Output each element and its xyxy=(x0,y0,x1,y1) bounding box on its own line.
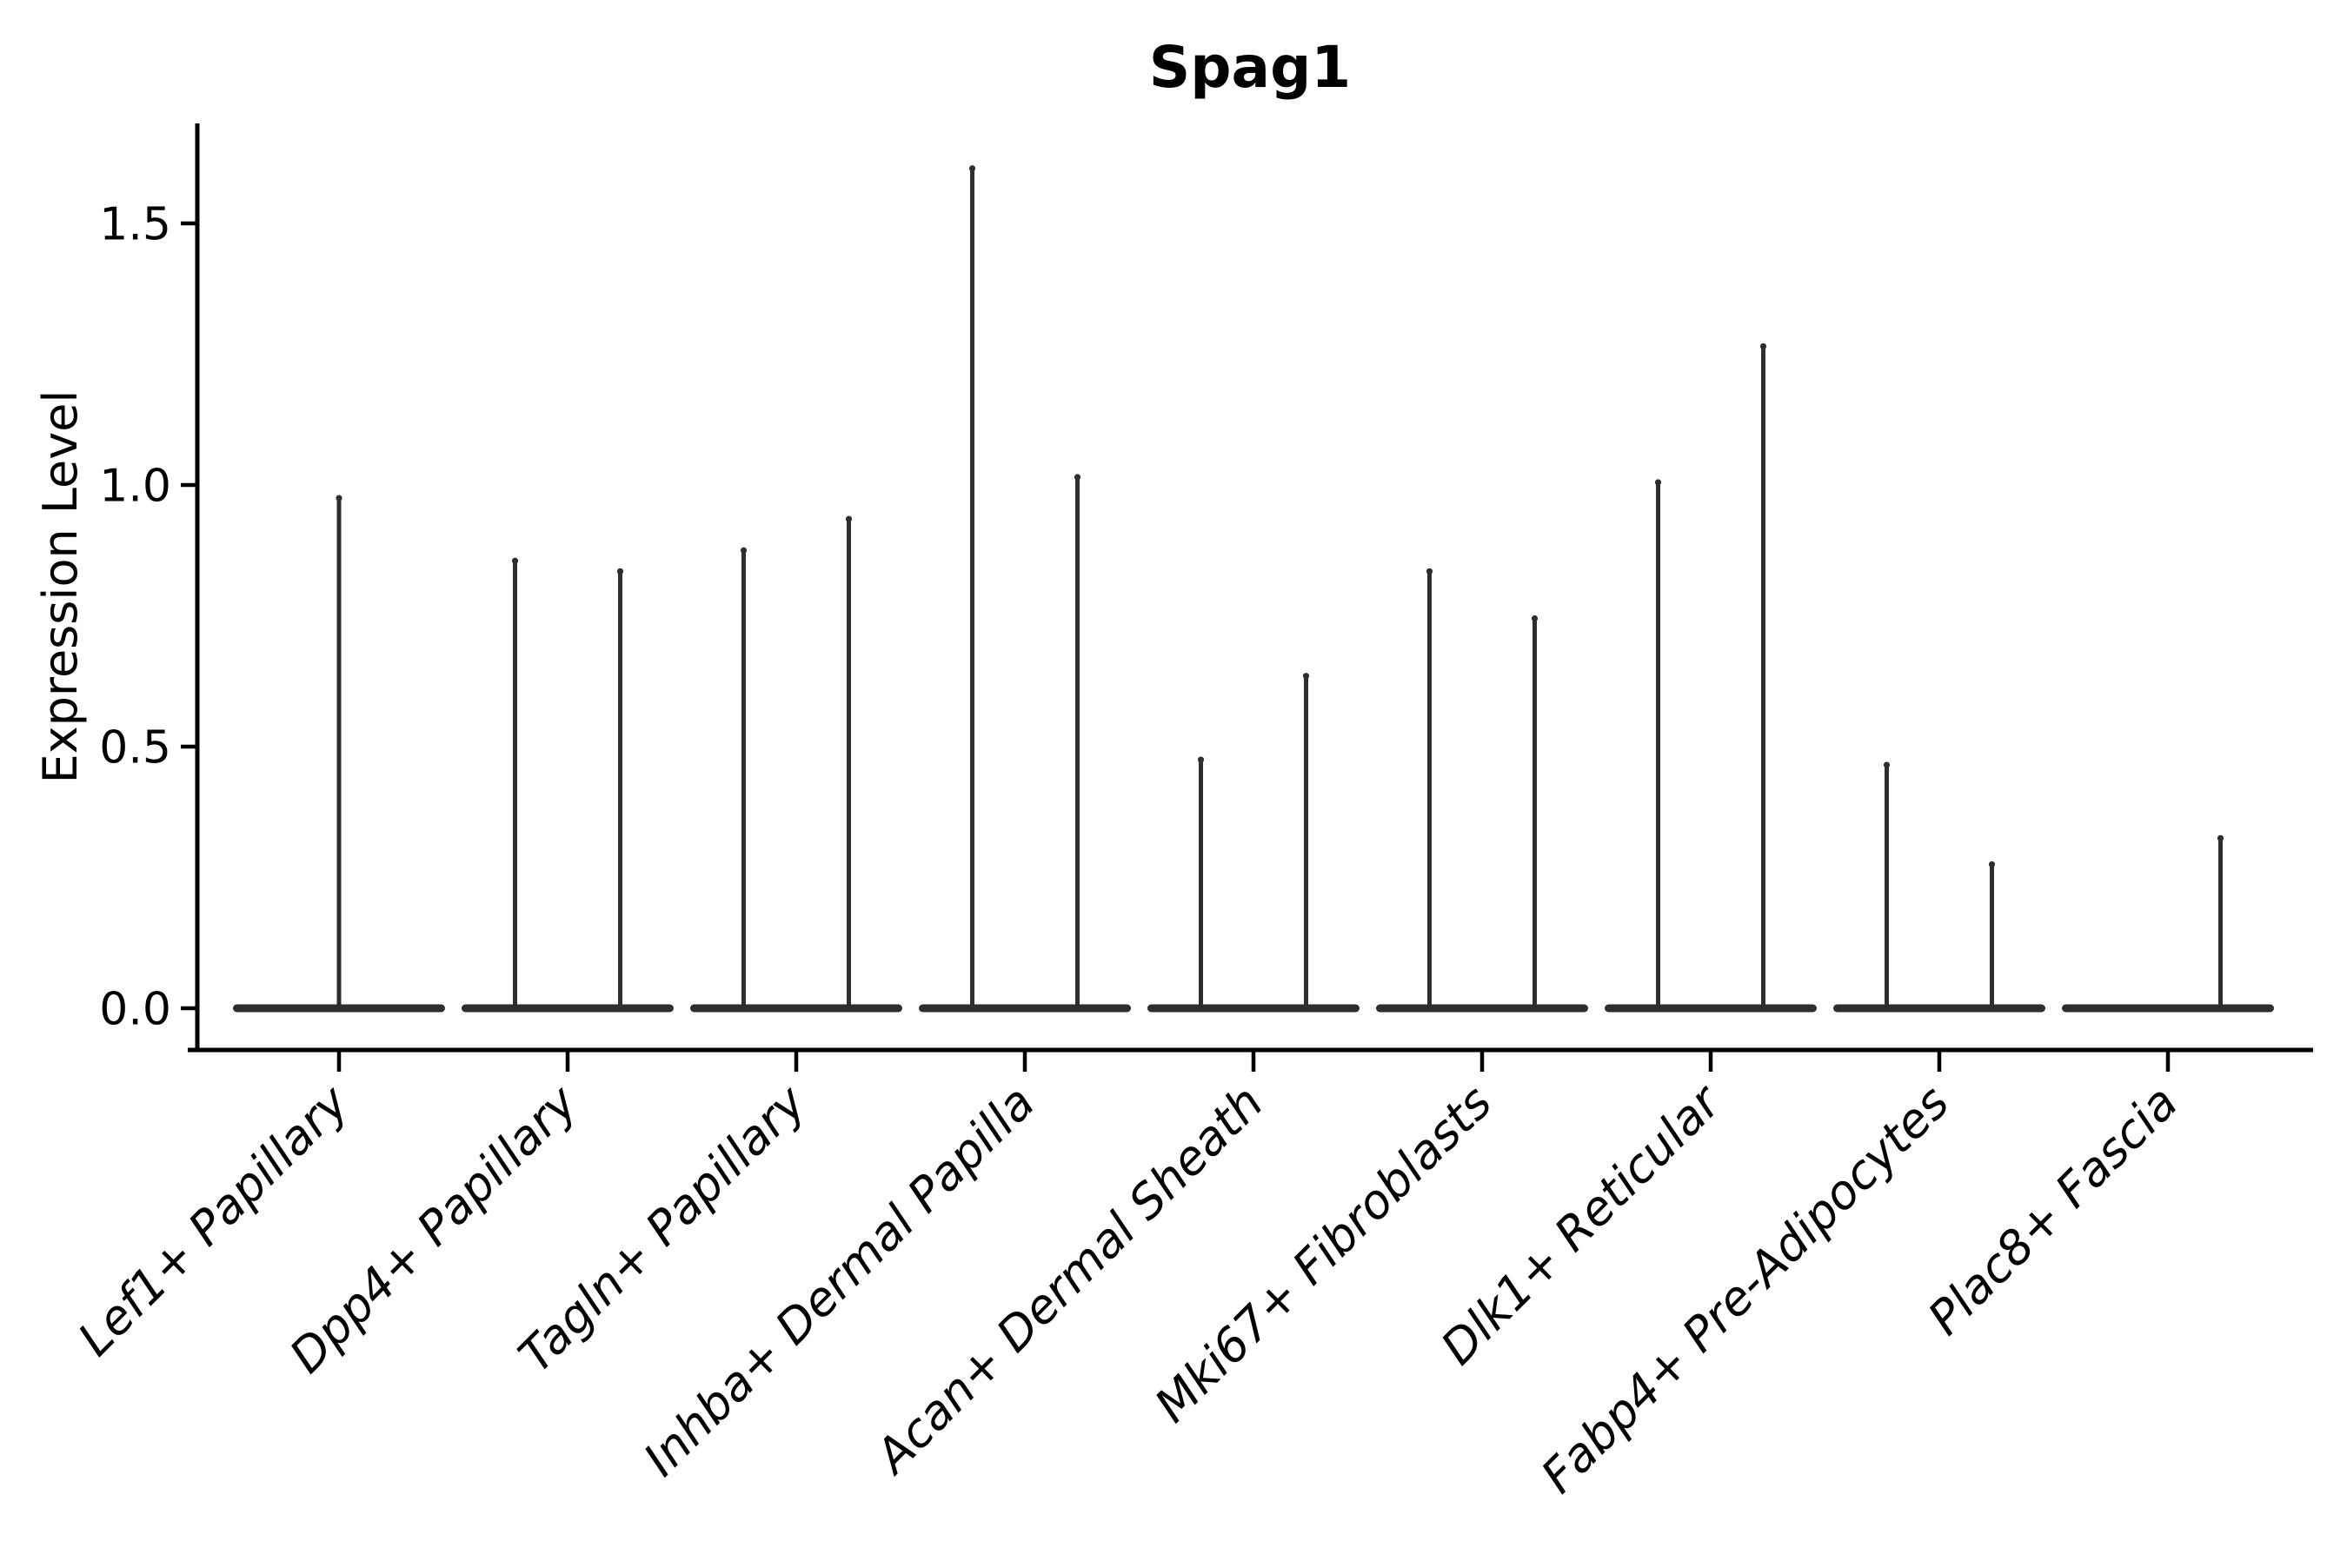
violin-spike-tip xyxy=(1531,615,1539,622)
violin-spike xyxy=(1533,615,1537,1008)
violin-base xyxy=(1376,1004,1588,1013)
violin-spike-tip xyxy=(1302,673,1310,680)
x-tick-label: Acan+ Dermal Sheath xyxy=(863,1075,1273,1485)
violin-base xyxy=(2062,1004,2274,1013)
violin-base xyxy=(462,1004,674,1013)
violin-base xyxy=(690,1004,902,1013)
violin-spike xyxy=(1199,757,1203,1008)
y-tick-label: 1.0 xyxy=(99,461,171,513)
violin-spike xyxy=(1990,861,1994,1008)
violin-spike-tip xyxy=(968,165,976,172)
y-tick-label: 1.5 xyxy=(99,199,171,251)
y-tick-label: 0.0 xyxy=(99,984,171,1036)
violin-base xyxy=(1605,1004,1817,1013)
violin-base xyxy=(919,1004,1131,1013)
violin-spike-tip xyxy=(1654,479,1662,486)
violin-spike xyxy=(1075,474,1080,1008)
y-tick-label: 0.5 xyxy=(99,722,171,774)
violin-spike-tip xyxy=(336,495,342,502)
violin-layer xyxy=(233,165,2274,1013)
violin-spike xyxy=(1885,762,1889,1008)
violin-spike-tip xyxy=(845,515,853,522)
violin-spike-tip xyxy=(1197,756,1205,763)
violin-spike xyxy=(1656,479,1660,1008)
x-tick-label: Fabp4+ Pre-Adipocytes xyxy=(1531,1075,1959,1504)
chart-title: Spag1 xyxy=(1149,34,1351,101)
violin-spike-tip xyxy=(2217,834,2224,841)
violin-spike xyxy=(1427,568,1432,1008)
violin-spike-tip xyxy=(1426,568,1433,575)
x-tick-label: Plac8+ Fascia xyxy=(1918,1075,2188,1345)
violin-spike-tip xyxy=(1988,860,1996,868)
violin-base xyxy=(1147,1004,1360,1013)
violin-spike-tip xyxy=(1074,474,1081,481)
violin-spike xyxy=(847,516,851,1008)
x-tick-label: Inhba+ Dermal Papilla xyxy=(633,1075,1045,1487)
violin-spike xyxy=(2218,835,2223,1008)
violin-spike-tip xyxy=(511,557,519,564)
violin-spike-tip xyxy=(740,547,748,554)
violin-spike xyxy=(970,165,974,1008)
violin-spike xyxy=(741,548,746,1008)
violin-spike xyxy=(336,495,342,1008)
violin-spike-tip xyxy=(1883,761,1891,768)
violin-spike xyxy=(1304,673,1308,1008)
violin-spike-tip xyxy=(616,568,624,575)
y-axis-label: Expression Level xyxy=(33,390,88,784)
violin-spike xyxy=(1761,343,1765,1009)
violin-base xyxy=(1833,1004,2045,1013)
violin-spike xyxy=(513,558,517,1008)
violin-spike-tip xyxy=(1759,342,1767,350)
violin-spike xyxy=(618,568,622,1008)
